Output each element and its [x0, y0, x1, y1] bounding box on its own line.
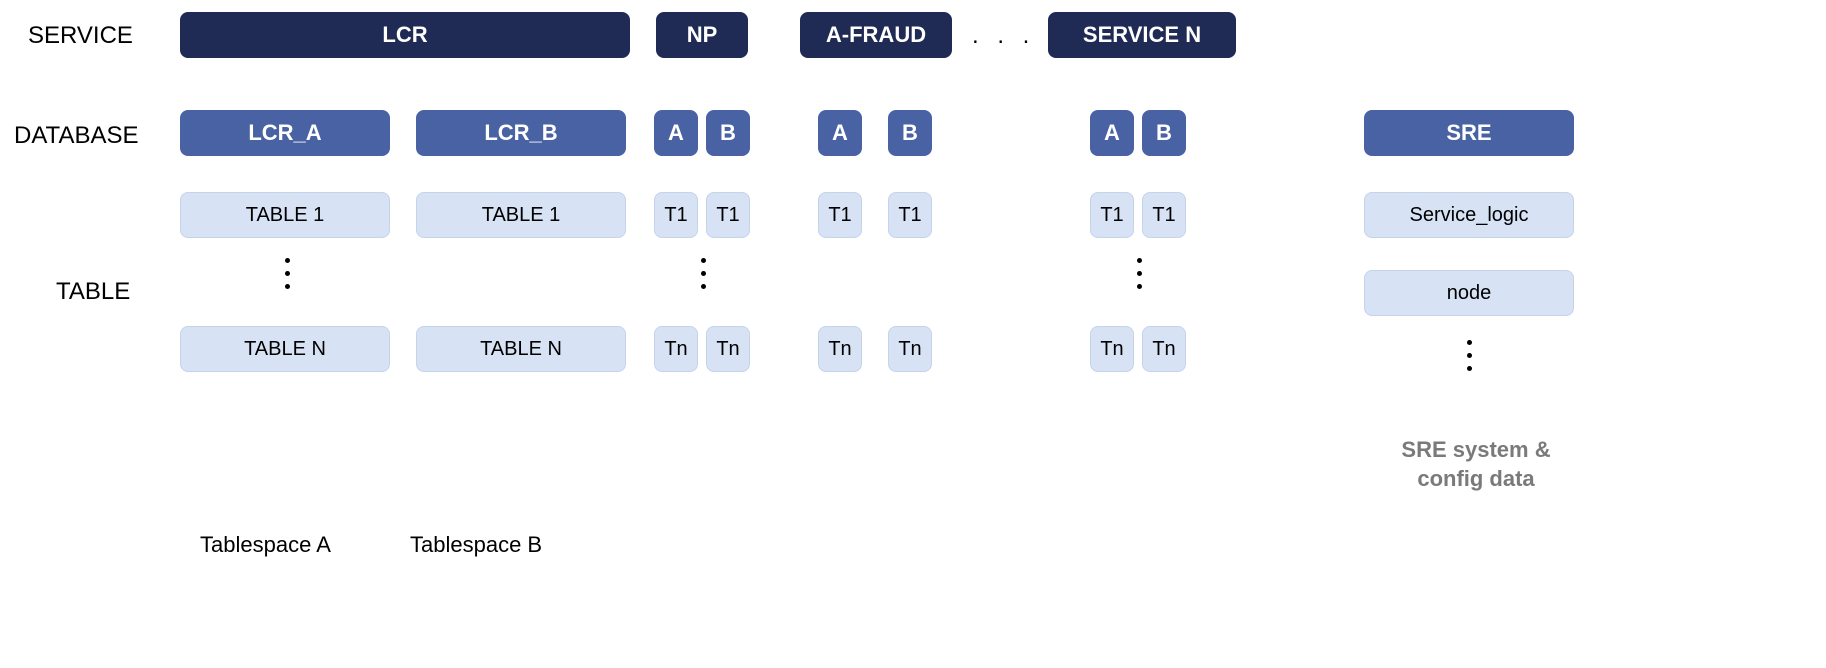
db-np-b: B [706, 110, 750, 156]
sre-caption-line-2: config data [1417, 466, 1534, 491]
table-sre-service-logic: Service_logic [1364, 192, 1574, 238]
service-ellipsis: . . . [972, 22, 1035, 50]
table-lcr-b-n: TABLE N [416, 326, 626, 372]
service-afraud: A-FRAUD [800, 12, 952, 58]
db-lcr-a: LCR_A [180, 110, 390, 156]
table-np-a-n: Tn [654, 326, 698, 372]
db-np-a: A [654, 110, 698, 156]
db-afraud-a: A [818, 110, 862, 156]
table-afraud-b-n: Tn [888, 326, 932, 372]
db-lcr-b: LCR_B [416, 110, 626, 156]
table-np-b-n: Tn [706, 326, 750, 372]
table-service-n-b-n: Tn [1142, 326, 1186, 372]
db-sre: SRE [1364, 110, 1574, 156]
row-label-service: SERVICE [28, 22, 133, 50]
table-lcr-b-1: TABLE 1 [416, 192, 626, 238]
row-label-table: TABLE [56, 278, 130, 306]
sre-caption: SRE system & config data [1396, 436, 1556, 493]
ellipsis-v-sre [1466, 340, 1472, 371]
table-afraud-a-1: T1 [818, 192, 862, 238]
service-np: NP [656, 12, 748, 58]
db-service-n-a: A [1090, 110, 1134, 156]
ellipsis-v-np [700, 258, 706, 289]
sre-caption-line-1: SRE system & [1401, 437, 1550, 462]
table-np-b-1: T1 [706, 192, 750, 238]
table-service-n-a-n: Tn [1090, 326, 1134, 372]
service-lcr: LCR [180, 12, 630, 58]
ellipsis-v-service-n [1136, 258, 1142, 289]
footer-tablespace-b: Tablespace B [410, 532, 542, 558]
db-afraud-b: B [888, 110, 932, 156]
table-lcr-a-1: TABLE 1 [180, 192, 390, 238]
table-np-a-1: T1 [654, 192, 698, 238]
table-afraud-b-1: T1 [888, 192, 932, 238]
ellipsis-v-lcr-a [284, 258, 290, 289]
db-service-n-b: B [1142, 110, 1186, 156]
table-service-n-b-1: T1 [1142, 192, 1186, 238]
table-afraud-a-n: Tn [818, 326, 862, 372]
table-sre-node: node [1364, 270, 1574, 316]
table-service-n-a-1: T1 [1090, 192, 1134, 238]
table-lcr-a-n: TABLE N [180, 326, 390, 372]
service-n: SERVICE N [1048, 12, 1236, 58]
footer-tablespace-a: Tablespace A [200, 532, 331, 558]
row-label-database: DATABASE [14, 122, 138, 150]
